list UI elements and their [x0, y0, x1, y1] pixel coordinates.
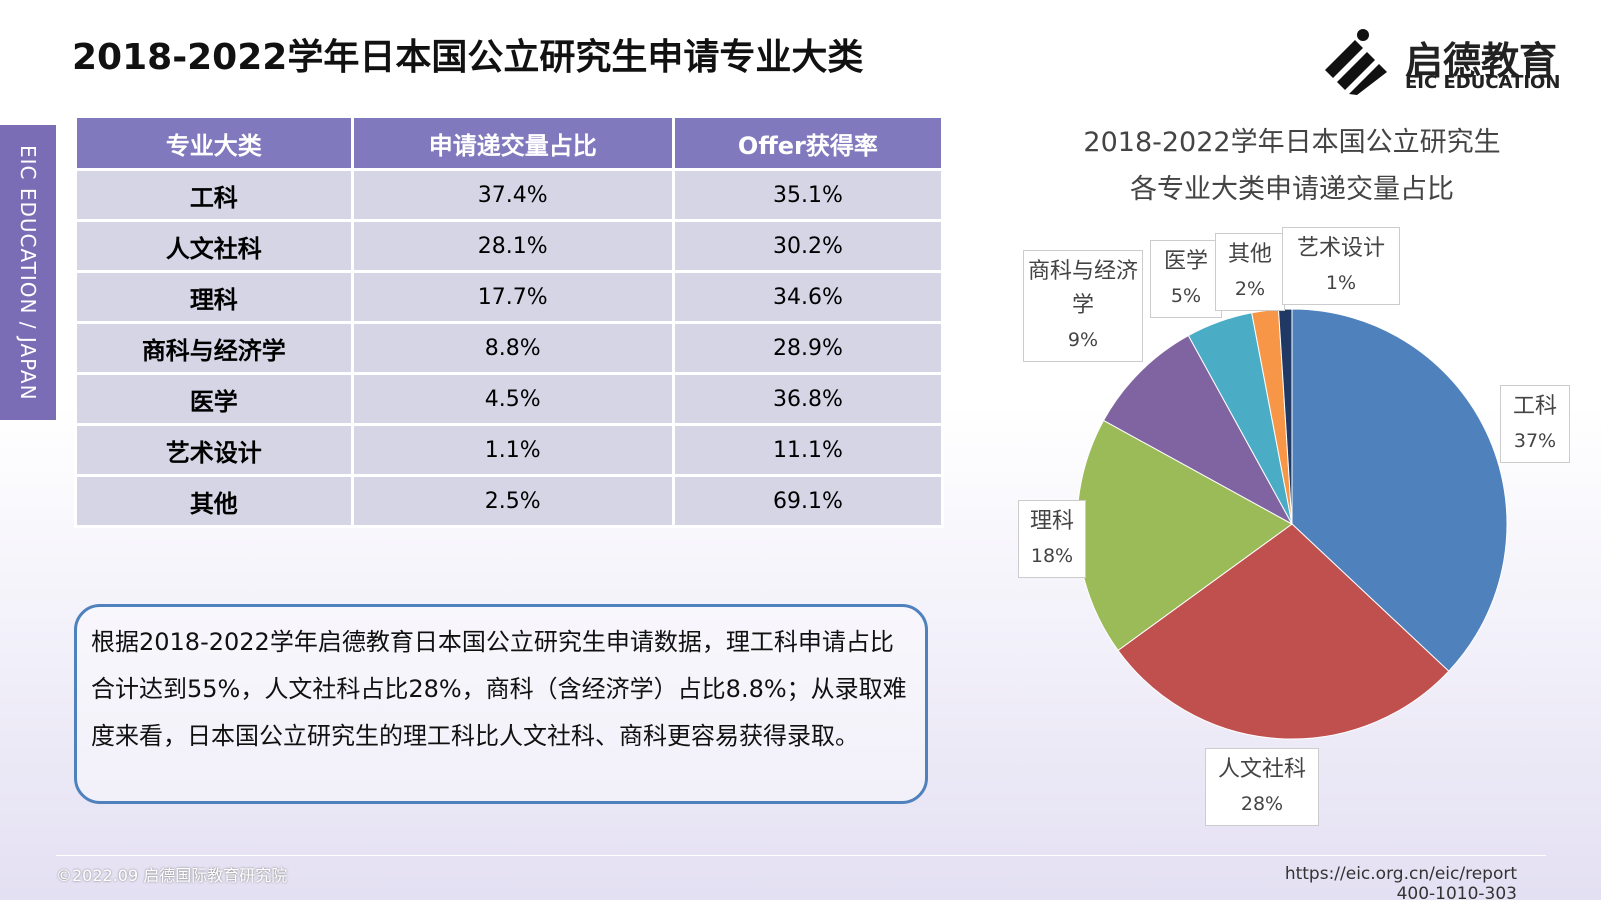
- slice-label: 理科 18%: [1018, 500, 1086, 578]
- slice-label: 其他 2%: [1215, 233, 1285, 311]
- table-row: 艺术设计 1.1% 11.1%: [74, 423, 945, 477]
- column-header: 申请递交量占比: [350, 115, 675, 171]
- data-table: 专业大类 申请递交量占比 Offer获得率 工科 37.4% 35.1% 人文社科 28.1%…: [74, 115, 945, 528]
- chart-title: 各专业大类申请递交量占比: [1130, 174, 1454, 205]
- slice-category: 其他: [1227, 242, 1272, 267]
- column-header: Offer获得率: [671, 115, 945, 171]
- pie-slice: [1291, 308, 1508, 672]
- table-cell: 医学: [74, 372, 354, 426]
- footer-copyright: ©2022.09 启德国际教育研究院: [56, 866, 288, 885]
- footer-rule: [56, 855, 1546, 856]
- slice-value: 18%: [1030, 545, 1074, 567]
- table-cell: 11.1%: [671, 423, 945, 477]
- table-cell: 30.2%: [671, 219, 945, 273]
- side-tab: EIC EDUCATION / JAPAN: [0, 125, 56, 420]
- slice-label: 医学 5%: [1150, 240, 1222, 318]
- table-cell: 36.8%: [671, 372, 945, 426]
- table-row: 商科与经济学 8.8% 28.9%: [74, 321, 945, 375]
- table-row: 工科 37.4% 35.1%: [74, 168, 945, 222]
- slice-category: 人文社科: [1217, 757, 1306, 782]
- slide-title: 2018-2022学年日本国公立研究生申请专业大类: [72, 37, 864, 78]
- table-cell: 工科: [74, 168, 354, 222]
- table-cell: 4.5%: [350, 372, 675, 426]
- logo-text: 启德教育: [1405, 39, 1558, 83]
- footer-phone: 400-1010-303: [1396, 884, 1517, 900]
- table-cell: 其他: [74, 474, 354, 528]
- table-cell: 2.5%: [350, 474, 675, 528]
- table-row: 其他 2.5% 69.1%: [74, 474, 945, 528]
- slice-label: 工科 37%: [1500, 385, 1570, 463]
- slice-value: 9%: [1067, 329, 1099, 351]
- table-cell: 17.7%: [350, 270, 675, 324]
- table-cell: 37.4%: [350, 168, 675, 222]
- table-cell: 商科与经济学: [74, 321, 354, 375]
- table-row: 理科 17.7% 34.6%: [74, 270, 945, 324]
- slice-label: 商科与经济学 9%: [1023, 250, 1143, 362]
- table-cell: 69.1%: [671, 474, 945, 528]
- slice-value: 5%: [1170, 285, 1202, 307]
- table-cell: 35.1%: [671, 168, 945, 222]
- pie-slice: [1117, 523, 1450, 740]
- slice-label: 艺术设计 1%: [1282, 227, 1400, 305]
- slice-category: 工科: [1512, 394, 1557, 419]
- table-cell: 34.6%: [671, 270, 945, 324]
- table-cell: 28.9%: [671, 321, 945, 375]
- logo-subtext: EIC EDUCATION: [1405, 72, 1561, 93]
- table-cell: 1.1%: [350, 423, 675, 477]
- pie-slice: [1102, 334, 1294, 526]
- slice-category: 医学: [1163, 249, 1208, 274]
- slice-value: 28%: [1240, 793, 1284, 815]
- table-cell: 艺术设计: [74, 423, 354, 477]
- slice-category: 商科与经济学: [1028, 259, 1139, 318]
- table-cell: 28.1%: [350, 219, 675, 273]
- slice-value: 1%: [1325, 272, 1357, 294]
- table-cell: 理科: [74, 270, 354, 324]
- table-row: 医学 4.5% 36.8%: [74, 372, 945, 426]
- table-row: 人文社科 28.1% 30.2%: [74, 219, 945, 273]
- footer-url: https://eic.org.cn/eic/report: [1284, 864, 1517, 884]
- table-cell: 人文社科: [74, 219, 354, 273]
- table-cell: 8.8%: [350, 321, 675, 375]
- slice-value: 2%: [1234, 278, 1266, 300]
- slice-category: 理科: [1029, 509, 1074, 534]
- summary-box: 根据2018-2022学年启德教育日本国公立研究生申请数据，理工科申请占比合计达…: [74, 604, 928, 804]
- column-header: 专业大类: [74, 115, 354, 171]
- table-header: 专业大类 申请递交量占比 Offer获得率: [74, 115, 945, 171]
- slice-label: 人文社科 28%: [1205, 748, 1319, 826]
- slice-category: 艺术设计: [1296, 236, 1385, 261]
- chart-title: 2018-2022学年日本国公立研究生: [1083, 127, 1501, 158]
- logo-mark: [1325, 29, 1387, 95]
- slice-value: 37%: [1513, 430, 1557, 452]
